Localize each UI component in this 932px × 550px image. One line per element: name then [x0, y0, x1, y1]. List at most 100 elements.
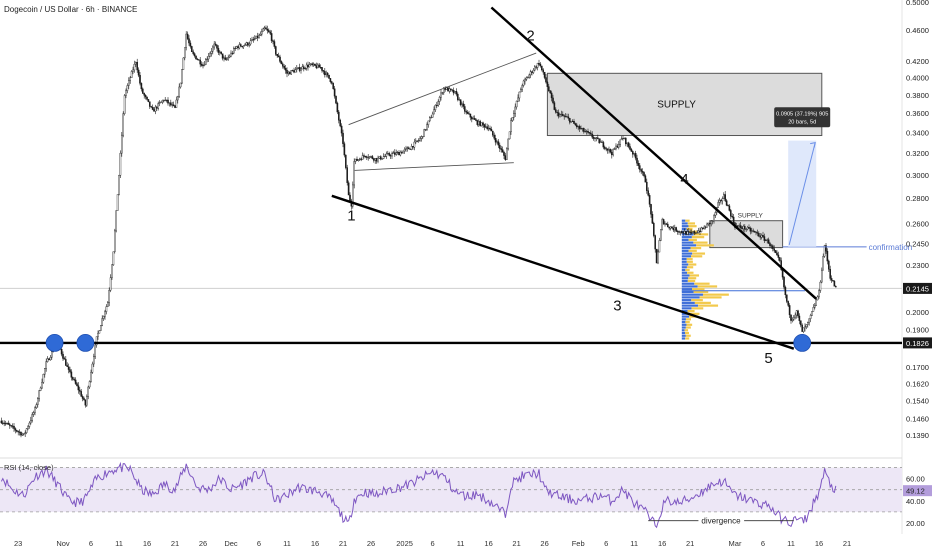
- candle-down: [146, 96, 148, 100]
- candle-up: [105, 306, 108, 312]
- volume-profile-bar-blue: [681, 244, 697, 247]
- measure-tool[interactable]: 0.0905 (37.19%) 905 20 bars, 5d: [774, 107, 831, 247]
- candle-down: [555, 109, 557, 113]
- candle-down: [459, 99, 462, 106]
- candle-down: [0, 420, 3, 424]
- candle-up: [697, 230, 700, 233]
- candle-down: [759, 235, 761, 238]
- price-axis-label: 0.2450: [906, 239, 929, 248]
- candle-up: [49, 357, 52, 361]
- candle-up: [101, 318, 103, 326]
- candle-down: [239, 44, 242, 47]
- wedge-lower-trendline[interactable]: [331, 194, 795, 350]
- candle-down: [545, 77, 547, 83]
- volume-profile-bar-blue: [681, 249, 689, 252]
- volume-profile-bar-yellow: [693, 290, 709, 294]
- candle-down: [84, 399, 87, 406]
- measure-label-box: [774, 107, 831, 128]
- candle-down: [835, 286, 837, 288]
- candle-down: [494, 138, 497, 143]
- candle-up: [521, 85, 523, 90]
- price-axis-label: 0.3600: [906, 109, 929, 118]
- candle-up: [51, 351, 53, 358]
- time-axis-label: Dec: [224, 539, 238, 548]
- candle-up: [23, 433, 25, 435]
- measure-arrow: [788, 142, 816, 246]
- candle-down: [345, 154, 347, 168]
- price-axis-highlight: [903, 282, 932, 294]
- candle-down: [319, 67, 322, 69]
- candle-up: [385, 153, 388, 157]
- candle-up: [181, 69, 183, 84]
- candle-down: [221, 53, 224, 59]
- volume-profile-bar-yellow: [687, 279, 696, 283]
- rsi-line: [0, 461, 837, 529]
- candle-down: [246, 42, 249, 46]
- supply-zone-small[interactable]: [709, 220, 784, 249]
- candle-down: [67, 366, 70, 370]
- candle-up: [585, 130, 588, 132]
- candle-down: [672, 227, 675, 231]
- candle-down: [315, 65, 318, 69]
- candle-up: [368, 156, 371, 158]
- candle-down: [450, 88, 452, 90]
- time-axis-label: 11: [283, 539, 291, 548]
- candle-up: [255, 35, 258, 39]
- volume-profile-bar-yellow: [691, 299, 703, 302]
- volume-profile-bar-yellow: [686, 227, 693, 231]
- candle-up: [448, 88, 451, 92]
- candle-up: [615, 145, 617, 150]
- candle-up: [660, 229, 662, 241]
- candle-down: [464, 106, 466, 112]
- candle-down: [562, 114, 564, 116]
- candle-up: [259, 33, 262, 36]
- candle-down: [412, 145, 414, 148]
- candle-down: [237, 46, 239, 49]
- candle-down: [602, 142, 605, 148]
- candle-down: [272, 40, 274, 42]
- candle-down: [322, 70, 325, 72]
- candle-down: [709, 222, 711, 225]
- candle-down: [566, 116, 568, 118]
- candle-up: [513, 113, 515, 118]
- volume-profile-bar-blue: [681, 227, 687, 231]
- candle-down: [416, 140, 419, 142]
- time-axis-label: 21: [686, 539, 694, 548]
- candle-up: [808, 318, 810, 323]
- candle-down: [375, 158, 378, 162]
- volume-profile-bar-blue: [681, 279, 688, 283]
- candle-down: [501, 149, 504, 153]
- candle-down: [790, 314, 792, 321]
- candle-up: [765, 240, 767, 242]
- candle-up: [253, 38, 256, 40]
- candle-up: [44, 368, 46, 375]
- candle-up: [209, 53, 211, 57]
- candle-down: [342, 132, 344, 144]
- channel-bottom-line[interactable]: [354, 162, 514, 171]
- candle-down: [781, 269, 784, 278]
- wedge-upper-trendline[interactable]: [490, 6, 818, 300]
- time-axis-label: 6: [89, 539, 93, 548]
- volume-profile-bar-yellow: [685, 326, 691, 329]
- candle-up: [261, 30, 263, 35]
- candle-up: [745, 228, 747, 230]
- candle-up: [111, 264, 113, 278]
- volume-profile-bar-blue: [681, 334, 686, 337]
- candle-up: [525, 77, 528, 80]
- time-axis: 23 Nov 6 11 16 21 26 Dec 6 11 16 21 26 2025 6 11 16 21 26 F…: [14, 539, 851, 548]
- price-axis-label: 0.4200: [906, 57, 929, 66]
- channel-top-line[interactable]: [348, 52, 537, 126]
- price-axis-label: 0.5000: [906, 0, 929, 7]
- time-axis-label: 16: [658, 539, 666, 548]
- candle-up: [235, 46, 238, 49]
- candle-up: [532, 69, 535, 73]
- volume-profile-bar-blue: [681, 296, 700, 299]
- candle-up: [130, 71, 133, 78]
- price-axis-label: 0.3000: [906, 171, 929, 180]
- candle-up: [766, 239, 768, 241]
- candle-down: [20, 432, 22, 436]
- candle-up: [434, 104, 437, 110]
- candle-up: [821, 269, 823, 283]
- candle-down: [773, 248, 775, 251]
- candle-down: [826, 250, 829, 262]
